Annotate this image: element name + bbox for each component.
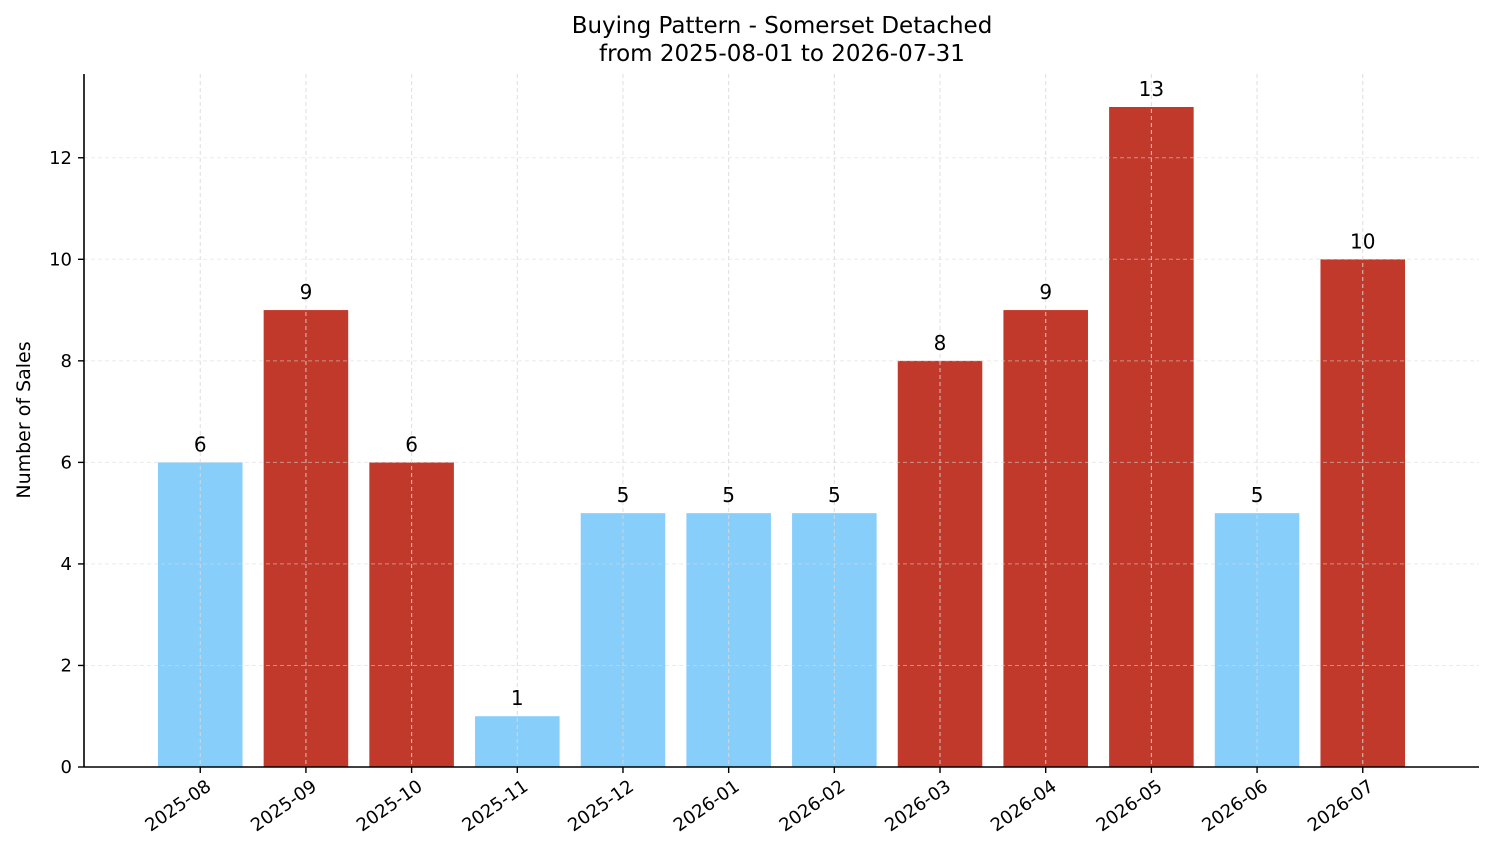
- data-label-2026-06: 5: [1251, 483, 1264, 507]
- data-labels: 6 9 6 1 5 5 5 8 9 13 5 10: [194, 77, 1376, 710]
- x-tick-label-2026-01: 2026-01: [670, 776, 744, 836]
- x-tick-label-2026-03: 2026-03: [881, 776, 955, 836]
- x-tick-label-2025-10: 2025-10: [353, 776, 427, 836]
- y-tick-label-2: 2: [61, 655, 72, 676]
- x-tick-label-2026-07: 2026-07: [1304, 776, 1378, 836]
- bar-2026-05: [1109, 107, 1194, 767]
- data-label-2026-01: 5: [722, 483, 735, 507]
- bar-2026-01: [686, 513, 771, 767]
- grid-lines: [84, 74, 1479, 767]
- x-tick-label-2026-05: 2026-05: [1093, 776, 1167, 836]
- data-label-2025-09: 9: [300, 280, 313, 304]
- bar-2026-02: [792, 513, 877, 767]
- y-tick-label-6: 6: [61, 452, 72, 473]
- data-label-2026-02: 5: [828, 483, 841, 507]
- data-label-2026-03: 8: [934, 331, 947, 355]
- y-tick-label-0: 0: [61, 757, 72, 778]
- chart-title: Buying Pattern - Somerset Detached: [572, 13, 993, 39]
- data-label-2026-05: 13: [1139, 77, 1164, 101]
- y-tick-label-4: 4: [61, 554, 72, 575]
- y-axis-label: Number of Sales: [13, 341, 35, 498]
- data-label-2025-11: 1: [511, 686, 524, 710]
- x-tick-label-2025-09: 2025-09: [247, 776, 321, 836]
- data-label-2026-07: 10: [1350, 229, 1375, 253]
- x-tick-label-2025-11: 2025-11: [459, 776, 533, 836]
- bars: [157, 107, 1406, 767]
- data-label-2025-12: 5: [617, 483, 630, 507]
- chart-subtitle: from 2025-08-01 to 2026-07-31: [599, 41, 965, 67]
- data-label-2025-08: 6: [194, 432, 207, 456]
- x-tick-label-2026-06: 2026-06: [1198, 776, 1272, 836]
- y-tick-label-12: 12: [49, 148, 72, 169]
- bar-2026-06: [1214, 513, 1300, 767]
- x-tick-label-2026-02: 2026-02: [776, 776, 850, 836]
- y-tick-label-10: 10: [49, 249, 72, 270]
- x-tick-label-2025-08: 2025-08: [141, 776, 215, 836]
- data-label-2025-10: 6: [405, 432, 418, 456]
- data-label-2026-04: 9: [1039, 280, 1052, 304]
- x-tick-label-2026-04: 2026-04: [987, 776, 1061, 836]
- bar-2025-12: [580, 513, 666, 767]
- axes: [78, 74, 1479, 773]
- x-tick-label-2025-12: 2025-12: [564, 776, 638, 836]
- y-tick-label-8: 8: [61, 351, 72, 372]
